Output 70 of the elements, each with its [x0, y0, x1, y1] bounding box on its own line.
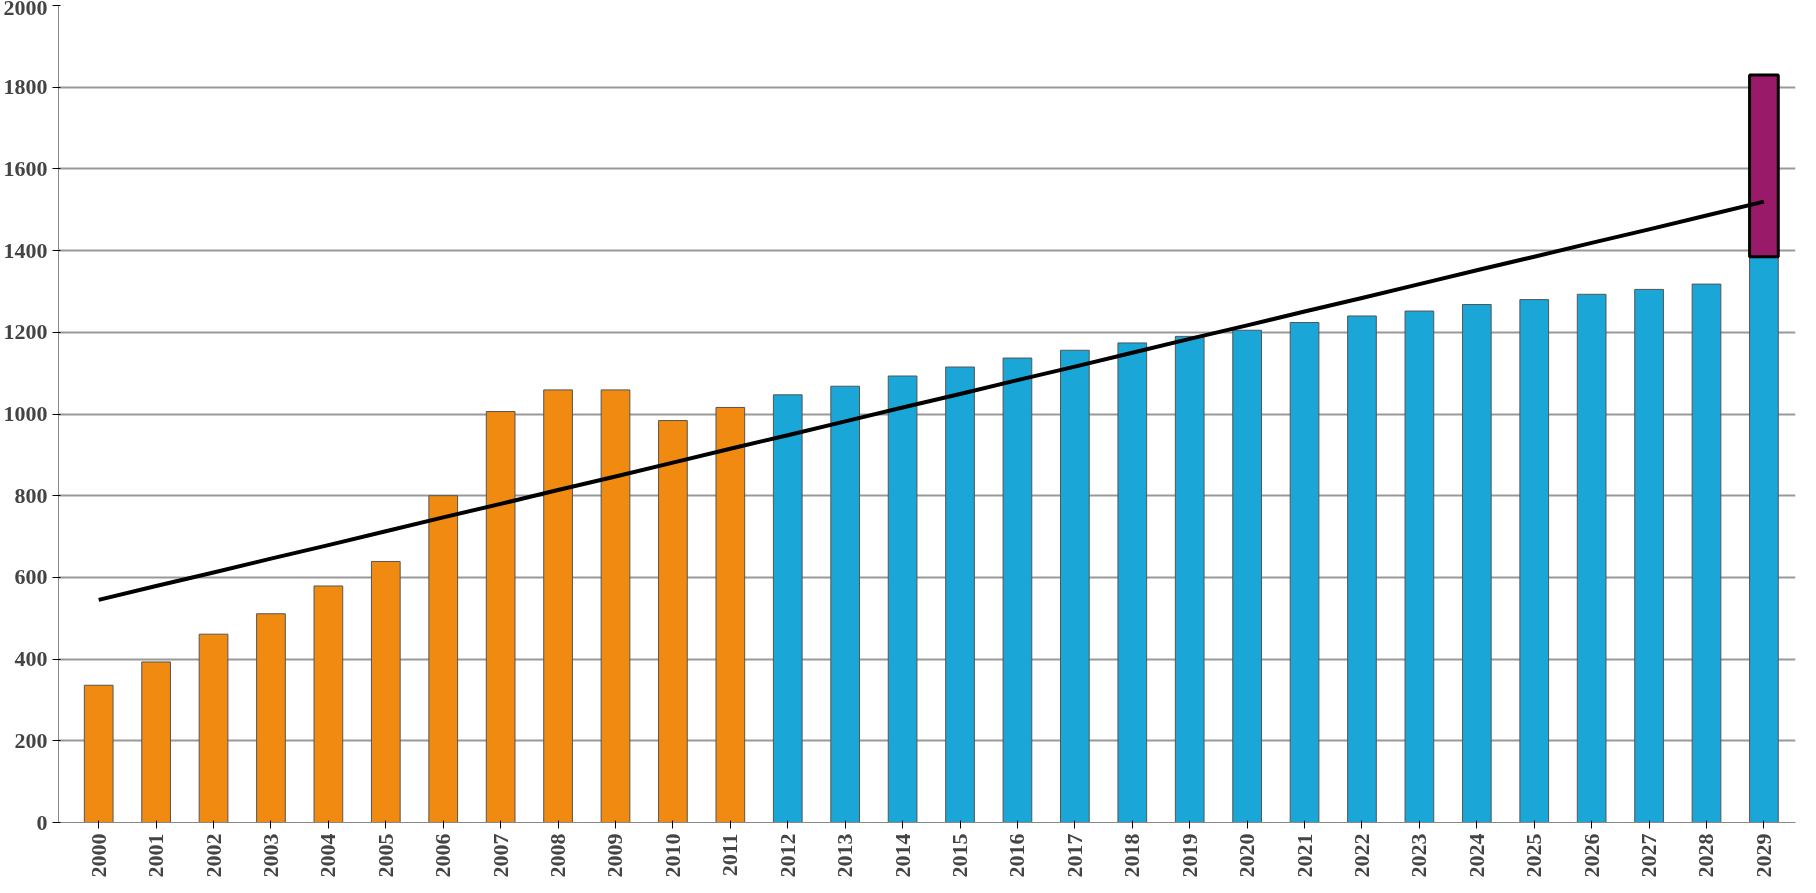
bar	[1691, 283, 1722, 823]
bar	[772, 394, 803, 823]
y-tick-label: 400	[14, 646, 48, 672]
y-tick-label: 1400	[3, 237, 48, 263]
x-tick-label: 2011	[717, 833, 743, 877]
bar	[887, 375, 918, 823]
y-tick-label: 800	[14, 482, 48, 508]
bar	[1289, 322, 1320, 823]
x-tick-label: 2003	[257, 833, 283, 878]
y-tick-label: 600	[14, 564, 48, 590]
x-tick-label: 2015	[947, 833, 973, 878]
y-tick-label: 1000	[3, 401, 48, 426]
x-tick-label: 2017	[1061, 833, 1087, 878]
bar	[1060, 349, 1090, 823]
bar	[600, 389, 631, 823]
x-tick-label: 2022	[1348, 833, 1374, 878]
x-tick-label: 2001	[143, 833, 169, 878]
bar	[1347, 315, 1377, 823]
x-tick-label: 2007	[487, 833, 513, 878]
bar	[1232, 329, 1262, 823]
x-tick-label: 2000	[85, 833, 111, 878]
y-tick-label: 1600	[3, 155, 48, 181]
x-tick-label: 2008	[545, 833, 571, 878]
y-tick-label: 2000	[3, 0, 48, 20]
y-tick-label: 0	[36, 809, 48, 835]
bar	[1634, 288, 1664, 823]
x-tick-label: 2024	[1463, 833, 1489, 878]
y-tick-label: 1200	[3, 319, 48, 345]
y-tick-label: 1800	[3, 74, 48, 100]
bar	[198, 633, 229, 823]
bar	[543, 389, 573, 823]
x-tick-label: 2027	[1636, 833, 1662, 878]
bar	[1519, 299, 1550, 823]
bar	[715, 406, 746, 823]
bar	[830, 385, 861, 823]
x-tick-label: 2004	[315, 833, 341, 878]
bar	[658, 420, 688, 823]
bar	[1117, 342, 1148, 823]
x-tick-label: 2026	[1578, 833, 1604, 878]
bar	[313, 585, 344, 823]
bar	[83, 684, 114, 823]
x-tick-label: 2018	[1119, 833, 1145, 878]
x-tick-label: 2029	[1750, 833, 1776, 878]
x-tick-label: 2023	[1406, 833, 1432, 878]
x-tick-label: 2025	[1521, 833, 1547, 878]
y-tick-label: 200	[14, 727, 48, 753]
x-tick-label: 2013	[832, 833, 858, 878]
bar	[485, 411, 516, 823]
bar	[1576, 293, 1607, 823]
x-tick-label: 2002	[200, 833, 226, 878]
bar	[256, 613, 286, 823]
bar	[945, 366, 975, 823]
x-tick-label: 2016	[1004, 833, 1030, 878]
bar	[1002, 357, 1033, 823]
x-tick-label: 2019	[1176, 833, 1202, 878]
x-tick-label: 2009	[602, 833, 628, 878]
bar	[141, 661, 171, 823]
x-tick-label: 2021	[1291, 833, 1317, 878]
x-tick-label: 2020	[1234, 833, 1260, 878]
bar	[1404, 310, 1435, 823]
bar	[428, 495, 459, 823]
x-tick-label: 2012	[774, 833, 800, 878]
bar	[1461, 304, 1492, 823]
x-tick-label: 2014	[889, 833, 915, 878]
bar	[370, 560, 401, 823]
x-tick-label: 2005	[372, 833, 398, 878]
x-tick-label: 2028	[1693, 833, 1719, 878]
bar	[1174, 335, 1205, 823]
x-tick-label: 2010	[659, 833, 685, 878]
x-tick-label: 2006	[430, 833, 456, 878]
